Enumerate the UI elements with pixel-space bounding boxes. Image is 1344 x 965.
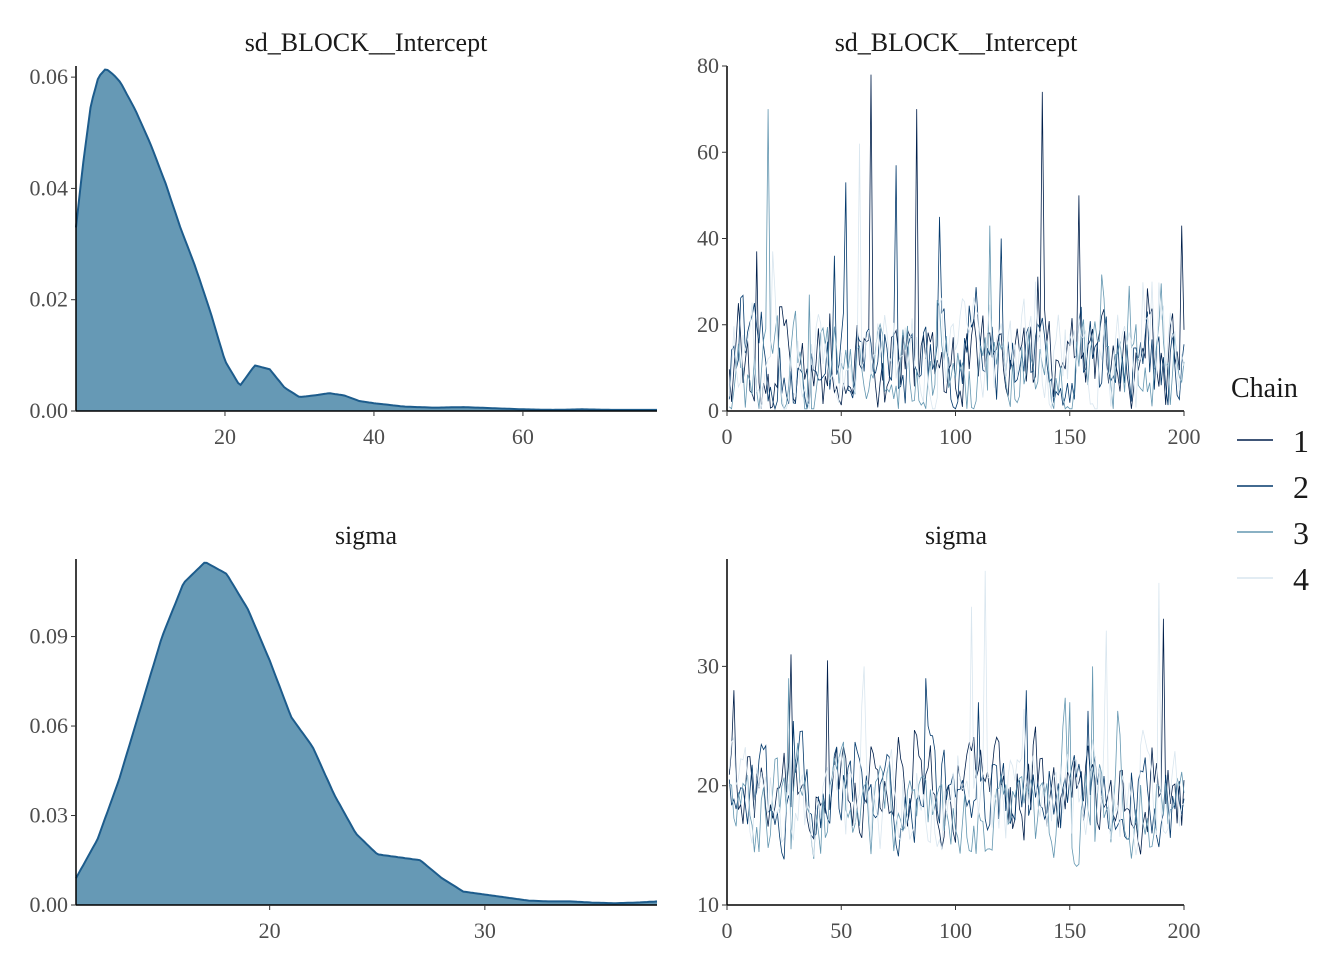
x-tick-label: 50 [830, 424, 852, 449]
trace-chain-2 [728, 165, 1185, 411]
panel-title: sd_BLOCK__Intercept [245, 28, 488, 57]
panel-1: sd_BLOCK__Intercept 0.00 0.02 0.04 0.06 20 40 6… [30, 28, 657, 449]
trace-chain-3 [729, 109, 1185, 410]
y-tick-label: 0.03 [30, 803, 69, 828]
density-line [75, 561, 658, 905]
trace-chain-4 [728, 143, 1185, 410]
y-tick-label: 0.00 [30, 892, 69, 917]
y-tick-label: 20 [697, 773, 719, 798]
x-tick-label: 40 [363, 424, 385, 449]
x-tick-label: 20 [214, 424, 236, 449]
y-tick-label: 0.00 [30, 398, 69, 423]
y-tick-label: 0.09 [30, 624, 69, 649]
x-tick-label: 150 [1053, 424, 1086, 449]
legend-title: Chain [1231, 373, 1298, 404]
x-tick-label: 200 [1168, 424, 1201, 449]
chain-legend: Chain 1 2 3 4 [1231, 373, 1309, 597]
y-tick-label: 30 [697, 653, 719, 678]
legend-label-3: 3 [1293, 515, 1309, 551]
y-tick-label: 20 [697, 312, 719, 337]
legend-label-2: 2 [1293, 469, 1309, 505]
x-tick-label: 0 [722, 424, 733, 449]
y-tick-label: 0.02 [30, 287, 69, 312]
panel-title: sd_BLOCK__Intercept [835, 28, 1078, 57]
trace-chain-3 [729, 666, 1185, 867]
y-tick-label: 0 [708, 398, 719, 423]
x-tick-label: 200 [1168, 918, 1201, 943]
density-line [75, 68, 657, 411]
y-tick-label: 0.06 [30, 713, 69, 738]
x-tick-label: 0 [722, 918, 733, 943]
panel-2: sd_BLOCK__Intercept 0 20 40 60 80 0 50 100 150 200 [697, 28, 1201, 449]
x-tick-label: 100 [939, 918, 972, 943]
y-tick-label: 80 [697, 53, 719, 78]
panel-title: sigma [335, 521, 398, 550]
legend-label-1: 1 [1293, 423, 1309, 459]
y-tick-label: 40 [697, 226, 719, 251]
x-tick-label: 30 [474, 918, 496, 943]
panel-3: sigma 0.00 0.03 0.06 0.09 20 30 [30, 521, 658, 943]
trace-chain-1 [728, 74, 1185, 409]
x-tick-label: 20 [259, 918, 281, 943]
y-tick-label: 0.06 [30, 64, 69, 89]
x-tick-label: 60 [512, 424, 534, 449]
trace-chain-4 [728, 570, 1185, 857]
panel-title: sigma [925, 521, 988, 550]
y-tick-label: 0.04 [30, 175, 69, 200]
density-area [76, 562, 657, 905]
legend-label-4: 4 [1293, 561, 1309, 597]
y-tick-label: 60 [697, 139, 719, 164]
density-area [76, 69, 657, 411]
x-tick-label: 100 [939, 424, 972, 449]
panel-4: sigma 10 20 30 0 50 100 150 200 [697, 521, 1201, 943]
y-tick-label: 10 [697, 892, 719, 917]
x-tick-label: 50 [830, 918, 852, 943]
x-tick-label: 150 [1053, 918, 1086, 943]
